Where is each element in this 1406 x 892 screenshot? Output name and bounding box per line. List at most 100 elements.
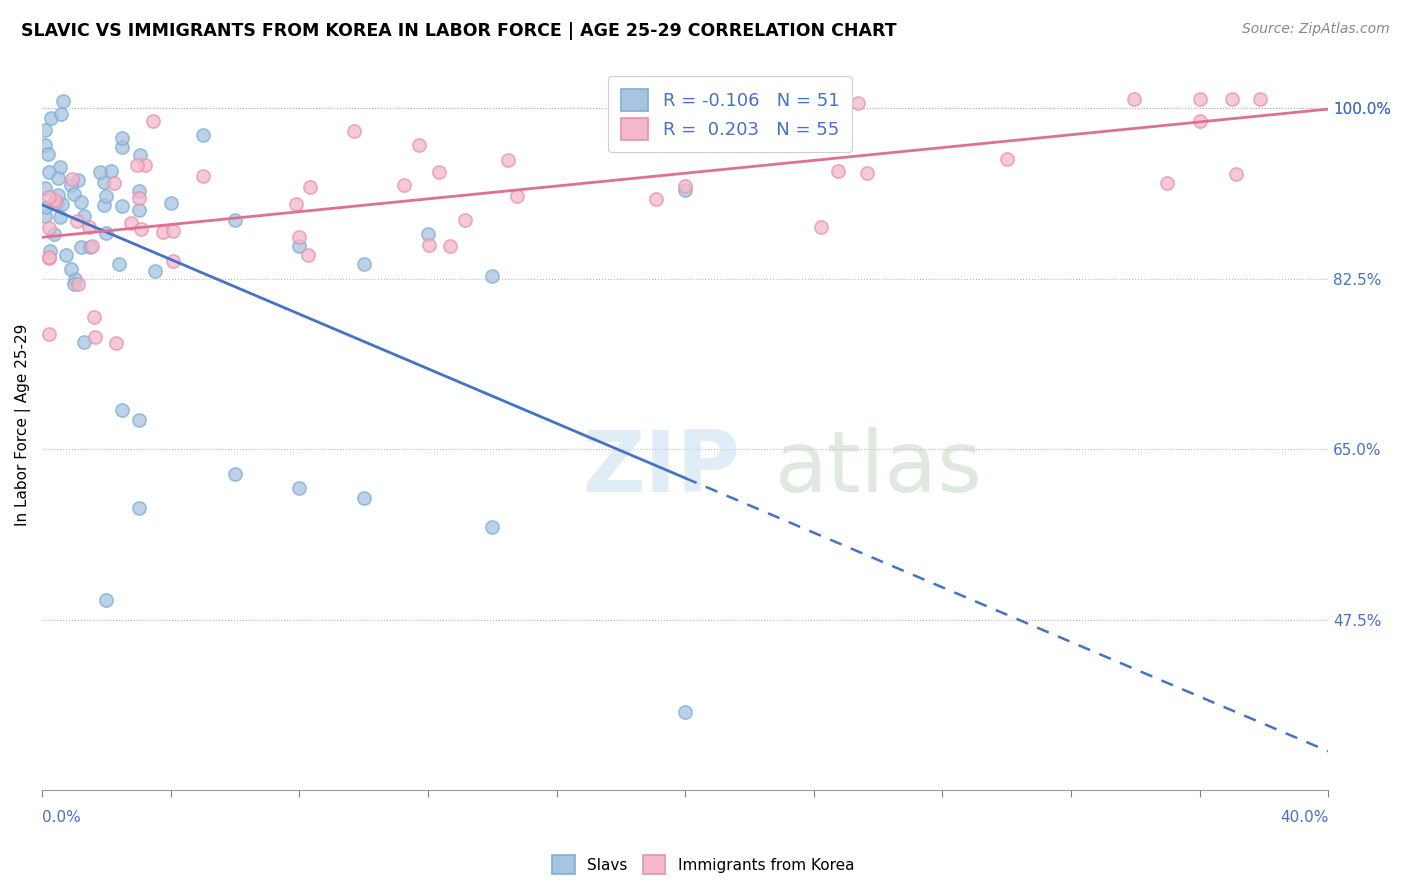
Point [63,277,86,291]
Point [673,705,696,719]
Point [481,268,503,283]
Point [142,114,165,128]
Point [63,271,86,285]
Point [128,413,150,427]
Point [129,148,152,162]
Point [288,238,311,252]
Point [827,163,849,178]
Text: Source: ZipAtlas.com: Source: ZipAtlas.com [1241,22,1389,37]
Point [51,197,73,211]
Point [103,176,125,190]
Point [46,196,69,211]
Point [1156,177,1178,191]
Point [1249,91,1271,105]
Point [162,224,184,238]
Text: atlas: atlas [775,427,983,510]
Point [96,227,118,241]
Point [1123,91,1146,105]
Point [498,153,520,168]
Point [111,199,134,213]
Point [38,250,60,264]
Point [506,189,529,203]
Point [55,248,77,262]
Point [856,166,879,180]
Point [159,195,181,210]
Point [152,225,174,239]
Point [46,170,69,185]
Point [120,216,142,230]
Point [66,214,89,228]
Text: ZIP: ZIP [582,427,740,510]
Point [128,202,150,217]
Point [128,191,150,205]
Point [823,119,845,133]
Point [38,251,60,265]
Point [60,172,83,186]
Point [39,244,62,259]
Point [38,326,60,341]
Point [34,209,56,223]
Point [84,330,107,344]
Point [1220,91,1243,105]
Point [100,163,122,178]
Point [111,131,134,145]
Point [408,138,430,153]
Point [38,221,60,235]
Point [343,124,366,138]
Point [42,195,65,210]
Point [285,197,308,211]
Point [44,194,66,208]
Point [299,180,322,194]
Point [814,91,837,105]
Point [73,209,96,223]
Point [162,254,184,268]
Point [288,230,311,244]
Point [93,175,115,189]
Point [79,240,101,254]
Point [995,152,1018,166]
Point [353,491,375,505]
Point [93,198,115,212]
Point [38,190,60,204]
Point [191,169,214,183]
Point [51,106,73,120]
Point [353,257,375,271]
Point [73,335,96,350]
Text: 40.0%: 40.0% [1279,810,1329,824]
Point [427,165,450,179]
Point [51,94,73,108]
Point [134,158,156,172]
Point [644,192,666,206]
Point [128,500,150,515]
Point [35,200,58,214]
Point [80,239,103,253]
Point [128,184,150,198]
Point [810,219,832,234]
Point [66,173,89,187]
Point [70,239,93,253]
Point [67,277,90,292]
Point [49,160,72,174]
Point [59,178,82,192]
Text: 0.0%: 0.0% [42,810,82,824]
Point [111,140,134,154]
Point [392,178,415,192]
Point [77,220,100,235]
Point [38,165,60,179]
Point [37,147,59,161]
Point [111,403,134,417]
Point [481,520,503,534]
Point [34,122,56,136]
Point [108,257,131,271]
Point [416,227,439,242]
Point [69,194,91,209]
Point [34,181,56,195]
Point [105,335,128,350]
Point [224,212,246,227]
Point [89,165,111,179]
Point [60,262,83,277]
Point [96,189,118,203]
Point [439,239,461,253]
Point [49,210,72,224]
Point [673,179,696,194]
